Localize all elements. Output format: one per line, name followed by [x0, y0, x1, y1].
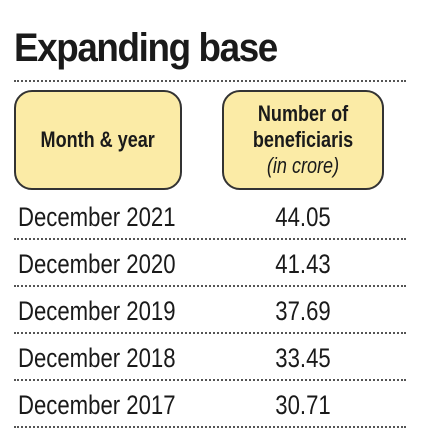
separator [14, 379, 406, 381]
header-cell: Month & year [14, 90, 182, 190]
row-value: 44.05 [275, 202, 331, 232]
title: Expanding base [14, 26, 278, 70]
header-unit: (in crore) [266, 153, 340, 178]
separator [14, 285, 406, 287]
row-label: December 2021 [18, 202, 176, 232]
row-value: 33.45 [275, 343, 331, 373]
header-text: Month & year [40, 127, 156, 152]
row-label: December 2017 [18, 390, 176, 420]
row-label: December 2018 [18, 343, 176, 373]
header-text: Number of beneficiaris (in crore) [242, 101, 365, 179]
separator [14, 332, 406, 334]
separator [14, 238, 406, 240]
header-cell: Number of beneficiaris (in crore) [222, 90, 384, 190]
row-label: December 2020 [18, 249, 176, 279]
separator [14, 426, 406, 428]
row-label: December 2019 [18, 296, 176, 326]
row-value: 37.69 [275, 296, 331, 326]
header-title: Number of beneficiaris [252, 101, 354, 152]
separator [14, 80, 406, 82]
row-value: 30.71 [275, 390, 331, 420]
row-value: 41.43 [275, 249, 331, 279]
